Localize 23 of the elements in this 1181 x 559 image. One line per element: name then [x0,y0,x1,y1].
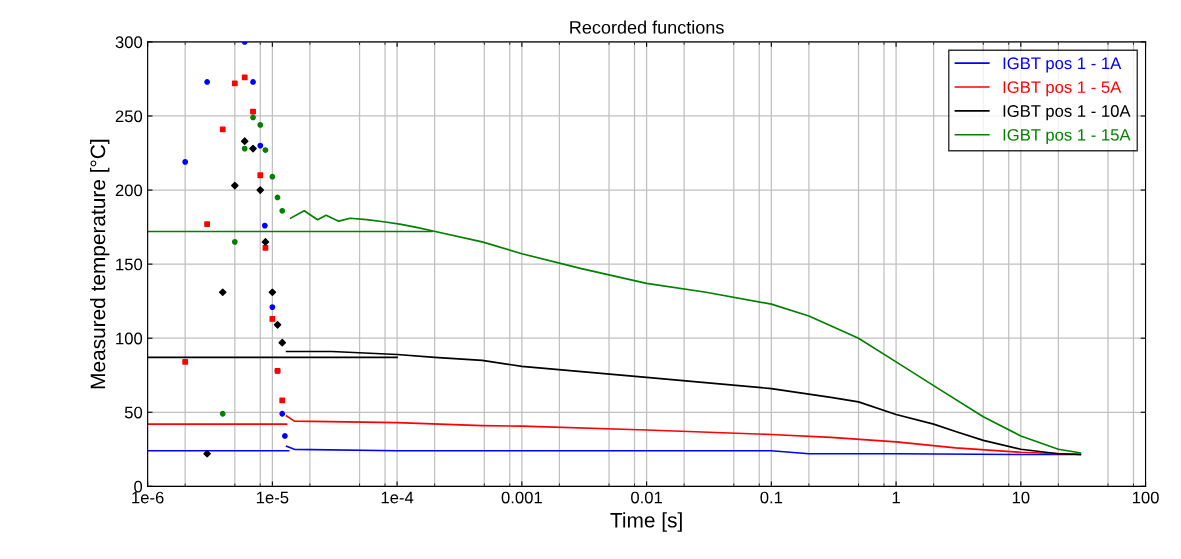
y-axis-title: Measured temperature [°C] [89,139,110,389]
y-tick-label: 50 [124,406,143,419]
x-axis-title: Time [s] [610,512,682,532]
x-tick-label: 1e-4 [381,491,414,504]
x-tick-label: 100 [1132,491,1159,504]
y-tick-label: 0 [134,480,143,493]
x-tick-label: 1e-6 [132,491,164,504]
x-tick-label: 10 [1012,491,1030,504]
y-tick-label: 250 [115,110,143,123]
x-tick-label: 0.1 [760,491,783,504]
legend-label: IGBT pos 1 - 15A [1003,128,1131,145]
legend-label: IGBT pos 1 - 10A [1003,105,1131,121]
y-tick-label: 150 [116,258,143,271]
x-tick-label: 1 [892,491,900,504]
chart-title: Recorded functions [570,20,724,34]
legend-label: IGBT pos 1 - 5A [1003,81,1122,97]
y-tick-label: 200 [115,184,143,197]
x-tick-label: 0.001 [501,491,542,504]
x-tick-label: 1e-5 [256,491,289,504]
y-tick-label: 100 [116,332,143,345]
legend-label: IGBT pos 1 - 1A [1003,57,1122,73]
y-tick-label: 300 [115,36,143,49]
x-tick-label: 0.01 [631,491,662,504]
